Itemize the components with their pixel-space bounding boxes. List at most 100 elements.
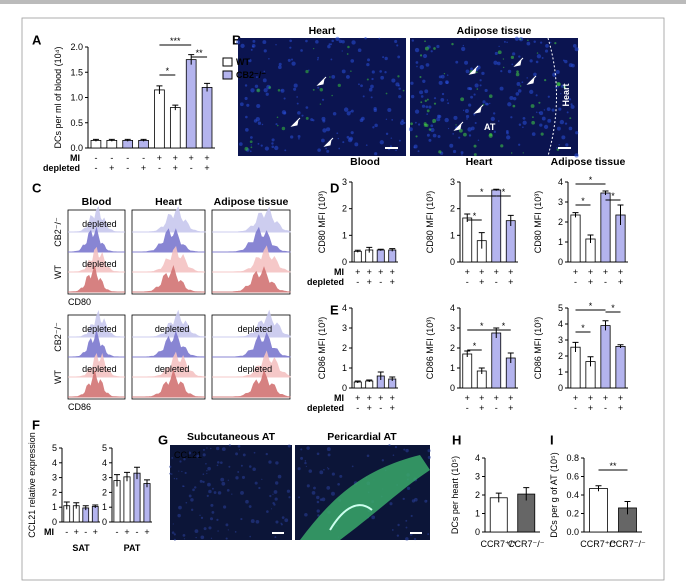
significance: *: [480, 321, 484, 331]
speckle: [446, 99, 449, 101]
bar: [138, 140, 149, 149]
error-bar: [587, 234, 594, 243]
speckle: [396, 44, 399, 47]
y-tick-label: 4: [475, 453, 480, 463]
error-bar: [523, 487, 530, 501]
row-value: +: [390, 267, 395, 277]
speckle: [460, 97, 465, 102]
figure-frame: [21, 17, 665, 581]
y-tick-label: 3: [342, 177, 347, 187]
speckle: [398, 139, 401, 142]
row-value: +: [618, 267, 623, 277]
speckle: [539, 123, 543, 127]
speckle: [468, 134, 472, 137]
speckle: [438, 80, 443, 85]
speckle: [200, 535, 205, 540]
row-value: +: [355, 393, 360, 403]
error-bar: [144, 479, 150, 488]
speckle: [515, 92, 520, 96]
histogram: [68, 226, 125, 253]
speckle: [392, 454, 395, 457]
speckle: [398, 87, 401, 91]
speckle: [428, 105, 432, 109]
speckle: [322, 119, 326, 123]
legend-label: CB2⁻/⁻: [236, 70, 266, 80]
row-value: +: [390, 403, 395, 413]
row-value: -: [142, 153, 145, 163]
bar: [91, 506, 99, 523]
row-value: +: [494, 267, 499, 277]
speckle: [415, 61, 419, 64]
speckle: [254, 84, 259, 88]
y-axis-label: CD86 MFI (10³): [533, 317, 543, 380]
speckle: [497, 120, 500, 122]
speckle: [262, 40, 267, 45]
row-value: -: [110, 153, 113, 163]
speckle: [273, 503, 276, 506]
speckle: [443, 73, 446, 75]
error-bar: [354, 380, 361, 383]
speckle: [565, 143, 569, 147]
speckle: [328, 43, 331, 46]
speckle: [317, 86, 320, 89]
image-title: Pericardial AT: [327, 431, 397, 443]
row-value: +: [618, 393, 623, 403]
y-tick-label: 0: [102, 517, 107, 527]
row-value: +: [124, 527, 129, 537]
speckle: [315, 40, 319, 44]
speckle: [240, 517, 243, 521]
speckle: [251, 45, 255, 48]
speckle: [371, 515, 376, 520]
panel-letter: C: [32, 181, 42, 196]
condition-label: depleted: [82, 364, 117, 374]
speckle: [461, 46, 466, 52]
speckle: [544, 79, 547, 82]
legend-swatch: [222, 70, 233, 80]
speckle: [543, 124, 549, 130]
speckle: [199, 479, 203, 483]
row-value: -: [158, 163, 161, 173]
speckle: [519, 85, 522, 87]
error-bar: [617, 204, 624, 225]
y-tick-label: 1.0: [70, 93, 83, 103]
row-label: MI: [334, 393, 344, 403]
speckle: [217, 530, 219, 532]
arrow: [468, 65, 479, 75]
speckle: [185, 501, 188, 504]
speckle: [468, 103, 472, 107]
speckle: [499, 86, 504, 91]
speckle: [317, 148, 321, 152]
speckle: [373, 108, 377, 113]
speckle: [215, 446, 220, 451]
row-value: +: [465, 393, 470, 403]
speckle: [389, 145, 392, 148]
speckle: [317, 58, 319, 61]
speckle: [533, 40, 536, 43]
y-tick-label: 5: [102, 443, 107, 453]
speckle: [374, 152, 378, 156]
speckle: [346, 111, 351, 116]
speckle: [420, 101, 423, 104]
speckle: [481, 71, 485, 76]
speckle: [546, 107, 551, 112]
image-annotation: Heart: [561, 83, 571, 106]
speckle: [335, 36, 340, 42]
significance: *: [589, 175, 593, 185]
y-tick-label: 3: [558, 197, 563, 207]
speckle: [507, 102, 512, 107]
row-value: -: [379, 277, 382, 287]
histogram: [68, 205, 125, 233]
speckle: [452, 133, 454, 135]
y-tick-label: 2: [450, 343, 455, 353]
speckle: [447, 102, 450, 105]
speckle: [190, 498, 194, 502]
error-bar: [156, 85, 163, 94]
speckle: [336, 132, 339, 135]
row-label: MI: [334, 267, 344, 277]
arrow: [526, 75, 537, 85]
histogram: [68, 246, 125, 273]
bar: [589, 488, 608, 533]
speckle: [242, 453, 246, 457]
y-tick-label: 2: [475, 490, 480, 500]
error-bar: [366, 246, 373, 253]
